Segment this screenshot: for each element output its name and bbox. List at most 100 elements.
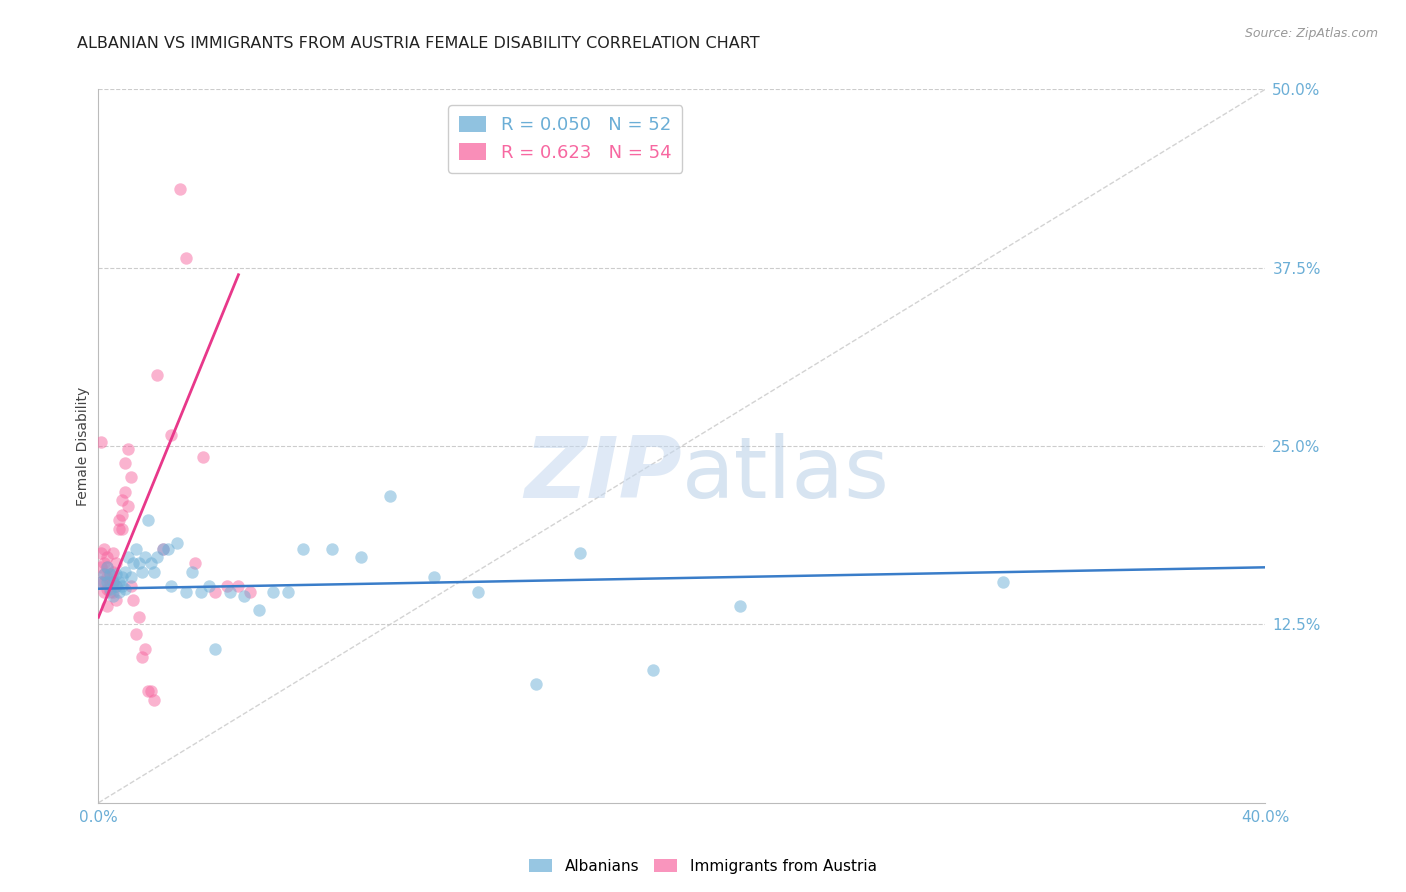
Point — [152, 541, 174, 556]
Text: ALBANIAN VS IMMIGRANTS FROM AUSTRIA FEMALE DISABILITY CORRELATION CHART: ALBANIAN VS IMMIGRANTS FROM AUSTRIA FEMA… — [77, 36, 761, 51]
Point — [101, 574, 124, 589]
Point — [180, 565, 202, 579]
Point — [380, 489, 402, 503]
Point — [142, 693, 165, 707]
Point — [183, 556, 205, 570]
Point — [239, 584, 262, 599]
Point — [114, 484, 136, 499]
Point — [101, 574, 124, 589]
Point — [247, 603, 270, 617]
Point — [104, 567, 127, 582]
Point — [139, 556, 162, 570]
Point — [204, 641, 226, 656]
Point — [174, 584, 197, 599]
Point — [104, 579, 127, 593]
Point — [114, 582, 136, 596]
Point — [117, 499, 139, 513]
Point — [730, 599, 752, 613]
Point — [160, 579, 183, 593]
Point — [108, 513, 131, 527]
Point — [139, 684, 162, 698]
Point — [136, 513, 159, 527]
Point — [157, 541, 180, 556]
Point — [193, 450, 215, 465]
Point — [128, 556, 150, 570]
Point — [101, 565, 124, 579]
Text: Source: ZipAtlas.com: Source: ZipAtlas.com — [1244, 27, 1378, 40]
Point — [98, 584, 121, 599]
Point — [96, 599, 118, 613]
Point — [122, 593, 145, 607]
Point — [98, 567, 121, 582]
Point — [134, 641, 156, 656]
Point — [111, 522, 134, 536]
Point — [93, 567, 115, 582]
Point — [111, 493, 134, 508]
Point — [174, 251, 197, 265]
Point — [104, 579, 127, 593]
Point — [108, 584, 131, 599]
Point — [190, 584, 212, 599]
Point — [169, 182, 191, 196]
Point — [120, 570, 142, 584]
Point — [134, 550, 156, 565]
Point — [98, 567, 121, 582]
Point — [114, 456, 136, 470]
Point — [122, 556, 145, 570]
Point — [524, 677, 547, 691]
Point — [108, 522, 131, 536]
Point — [321, 541, 343, 556]
Point — [96, 560, 118, 574]
Point — [125, 541, 148, 556]
Point — [277, 584, 299, 599]
Point — [114, 565, 136, 579]
Point — [467, 584, 489, 599]
Point — [131, 650, 153, 665]
Point — [90, 574, 112, 589]
Point — [90, 574, 112, 589]
Point — [120, 470, 142, 484]
Point — [111, 508, 134, 522]
Point — [146, 368, 169, 382]
Point — [93, 567, 115, 582]
Point — [233, 589, 256, 603]
Point — [120, 579, 142, 593]
Point — [101, 584, 124, 599]
Point — [96, 582, 118, 596]
Point — [228, 579, 250, 593]
Point — [96, 560, 118, 574]
Point — [93, 584, 115, 599]
Point — [215, 579, 238, 593]
Legend: R = 0.050   N = 52, R = 0.623   N = 54: R = 0.050 N = 52, R = 0.623 N = 54 — [449, 105, 682, 172]
Point — [125, 627, 148, 641]
Point — [111, 570, 134, 584]
Point — [111, 579, 134, 593]
Point — [108, 574, 131, 589]
Point — [117, 442, 139, 456]
Point — [991, 574, 1014, 589]
Point — [146, 550, 169, 565]
Point — [93, 541, 115, 556]
Point — [98, 574, 121, 589]
Point — [96, 574, 118, 589]
Text: ZIP: ZIP — [524, 433, 682, 516]
Point — [350, 550, 373, 565]
Point — [101, 546, 124, 560]
Point — [131, 565, 153, 579]
Point — [90, 560, 112, 574]
Point — [104, 593, 127, 607]
Point — [90, 546, 112, 560]
Point — [568, 546, 591, 560]
Legend: Albanians, Immigrants from Austria: Albanians, Immigrants from Austria — [523, 853, 883, 880]
Point — [96, 570, 118, 584]
Point — [291, 541, 314, 556]
Point — [218, 584, 240, 599]
Point — [152, 541, 174, 556]
Point — [104, 556, 127, 570]
Y-axis label: Female Disability: Female Disability — [76, 386, 90, 506]
Point — [160, 427, 183, 442]
Point — [641, 663, 664, 677]
Point — [128, 610, 150, 624]
Point — [96, 550, 118, 565]
Point — [136, 684, 159, 698]
